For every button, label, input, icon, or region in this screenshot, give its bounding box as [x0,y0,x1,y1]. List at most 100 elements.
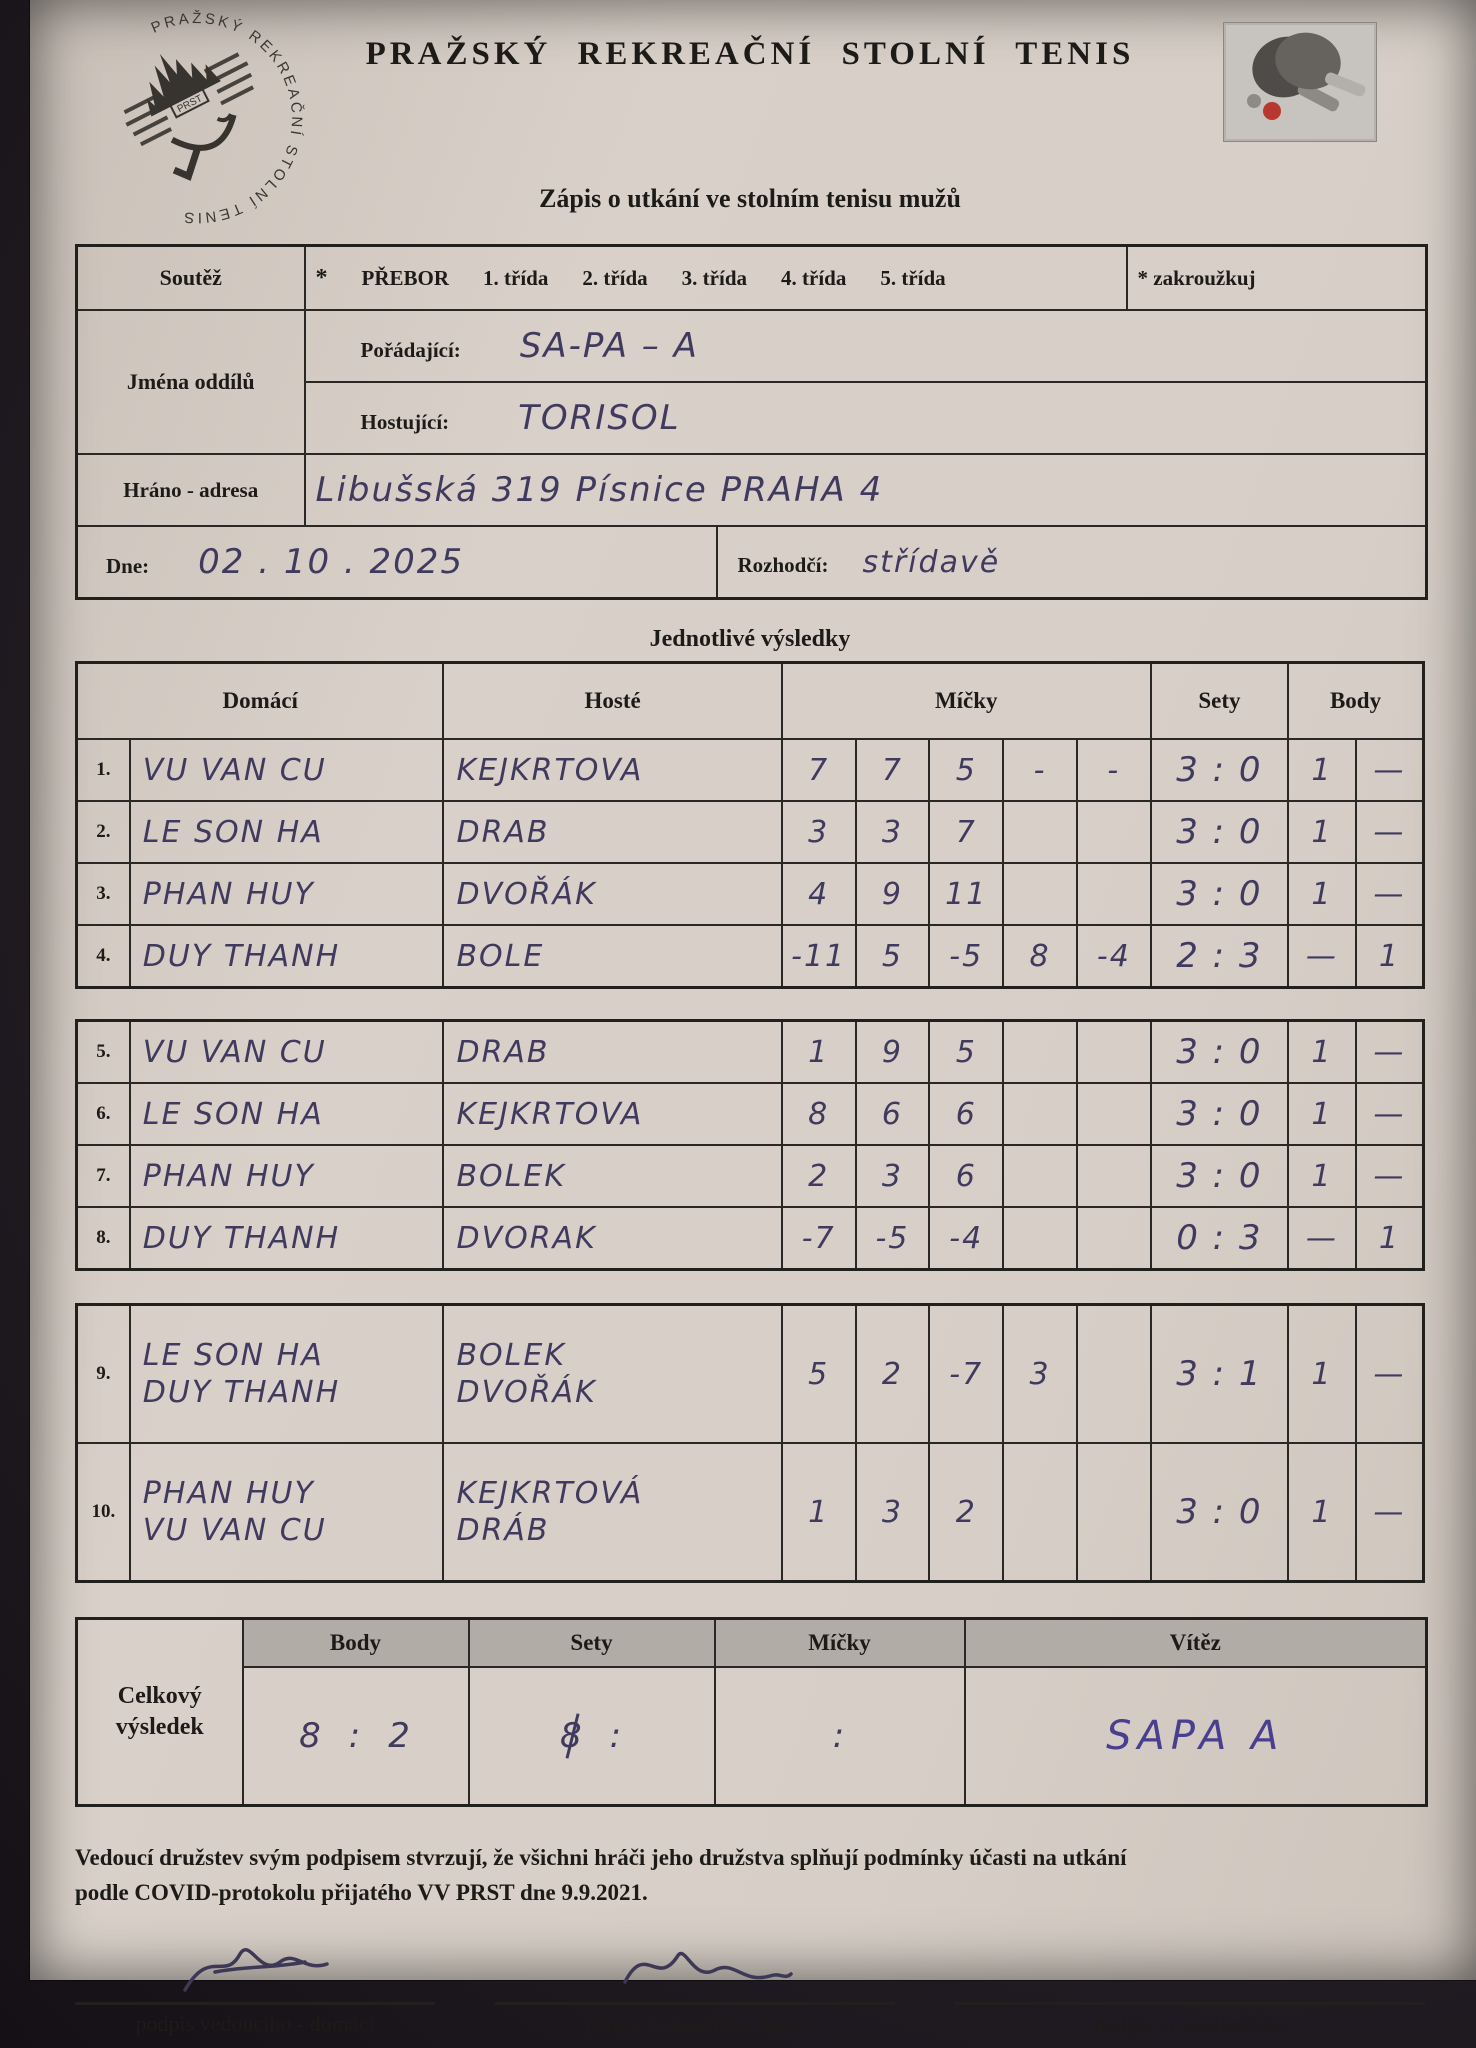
winner-value: SAPA A [963,1666,1428,1807]
player-home-1: LE SON HA [142,1337,324,1373]
home-signature-scribble [183,1948,329,1992]
signature-row: podpis vedoucího - domácí podpis vedoucí… [75,1924,1425,2037]
signature-line [955,2002,1425,2005]
player-home: DUY THANH [142,1220,341,1256]
body-guest: — [1373,814,1406,850]
micky-value: 2 [881,1356,903,1392]
match-no: 3. [75,862,131,926]
micky-value: 3 [881,1494,903,1530]
total-body-score: 8:2 [241,1666,470,1807]
micky-value: 8 [1029,938,1051,974]
home-team-label: Pořádající: [360,338,461,362]
player-guest: DVOŘÁK [456,876,597,912]
match-no: 7. [75,1144,131,1208]
sety-value: 3 : 0 [1176,874,1263,914]
guest-team-value: TORISOL [518,398,681,438]
micky-value: 5 [955,1034,977,1070]
zakrouzkuj-note: * zakroužkuj [1125,244,1428,311]
micky-value: -11 [791,938,847,974]
micky-value: 7 [955,814,977,850]
player-home: VU VAN CU [142,1034,327,1070]
micky-value: 6 [955,1158,977,1194]
col-header-hoste: Hosté [442,661,783,740]
match-row: 2. LE SON HA DRAB 3 3 7 3 : 0 1 — [75,800,1425,864]
micky-value: 5 [881,938,903,974]
body-home: 1 [1311,1356,1333,1392]
signature-referee: podpis vr. rozhodčího [955,1924,1425,2037]
col-header-sety: Sety [1149,661,1290,740]
body-guest: — [1373,1494,1406,1530]
soutez-label: Soutěž [75,244,306,311]
referee-label: Rozhodčí: [737,552,829,577]
venue-value: Libušská 319 Písnice PRAHA 4 [315,470,884,510]
signature-guest: podpis vedoucího - hosté [495,1924,895,2037]
col-header-body: Body [1287,661,1425,740]
covid-declaration: Vedoucí družstev svým podpisem stvrzují,… [75,1845,1127,1905]
match-no: 1. [75,738,131,802]
home-team-value: SA-PA – A [519,326,699,366]
match-info-table: Soutěž * PŘEBOR 1. třída 2. třída 3. tří… [75,244,1428,600]
player-guest: DRAB [456,1034,550,1070]
body-guest: — [1373,1158,1406,1194]
castle-silhouette [146,53,221,117]
guest-team-label: Hostující: [360,410,450,434]
body-home: 1 [1311,876,1333,912]
body-home: 1 [1311,1158,1333,1194]
micky-value: 3 [808,814,830,850]
player-home: PHAN HUY [142,876,315,912]
micky-value: 1 [808,1494,830,1530]
sety-value: 3 : 0 [1176,750,1263,790]
results-table-2: 5. VU VAN CU DRAB 1 9 5 3 : 0 1 — 6. LE … [75,1019,1425,1271]
match-row: 7. PHAN HUY BOLEK 2 3 6 3 : 0 1 — [75,1144,1425,1208]
micky-value: 8 [808,1096,830,1132]
player-guest: BOLEK [456,1158,567,1194]
player-home: VU VAN CU [142,752,327,788]
micky-value: - [1033,752,1047,788]
option-prebor: PŘEBOR [361,265,450,290]
micky-value: -5 [949,938,984,974]
player-home: PHAN HUY [142,1158,315,1194]
option-trida-1: 1. třída [483,265,549,290]
body-home: — [1305,938,1338,974]
option-trida-4: 4. třída [781,265,847,290]
option-trida-3: 3. třída [681,265,747,290]
body-guest: 1 [1378,1220,1400,1256]
micky-value: 6 [881,1096,903,1132]
results-table-doubles: 9. LE SON HA DUY THANH BOLEK DVOŘÁK 5 2 … [75,1303,1425,1583]
results-table-1: Domácí Hosté Míčky Sety Body 1. VU VAN C… [75,661,1425,989]
total-result-label: Celkový výsledek [75,1617,244,1807]
teams-label: Jména oddílů [75,309,306,455]
micky-value: 3 [881,814,903,850]
body-home: 1 [1311,752,1333,788]
player-home-2: DUY THANH [142,1375,341,1410]
micky-value: 9 [881,1034,903,1070]
body-home: 1 [1311,814,1333,850]
match-no: 5. [75,1019,131,1084]
player-home: DUY THANH [142,938,341,974]
signature-line [495,2002,895,2005]
micky-value: 2 [808,1158,830,1194]
match-row: 4. DUY THANH BOLE -11 5 -5 8 -4 2 : 3 — … [75,924,1425,989]
total-sety-score: 8: [467,1666,716,1807]
guest-signature-scribble [623,1951,793,1984]
player-home: LE SON HA [142,1096,324,1132]
sety-value: 3 : 0 [1176,1032,1263,1072]
sety-value: 3 : 0 [1176,1156,1263,1196]
micky-value: 9 [881,876,903,912]
match-row: 9. LE SON HA DUY THANH BOLEK DVOŘÁK 5 2 … [75,1303,1425,1444]
player-home-1: PHAN HUY [142,1475,315,1511]
micky-value: 7 [881,752,903,788]
match-no: 6. [75,1082,131,1146]
signature-line [75,2002,435,2005]
micky-value: 6 [955,1096,977,1132]
option-trida-5: 5. třída [880,265,946,290]
body-guest: — [1373,752,1406,788]
micky-value: 3 [881,1158,903,1194]
sety-value: 3 : 0 [1176,1492,1263,1532]
col-header-micky: Míčky [780,661,1152,740]
body-guest: 1 [1378,938,1400,974]
match-row: 6. LE SON HA KEJKRTOVA 8 6 6 3 : 0 1 — [75,1082,1425,1146]
micky-value: 4 [808,876,830,912]
crossed-out-value: 8 [559,1716,584,1756]
form-header: PRAŽSKÝ REKREAČNÍ STOLNÍ TENIS PRST [75,0,1425,244]
